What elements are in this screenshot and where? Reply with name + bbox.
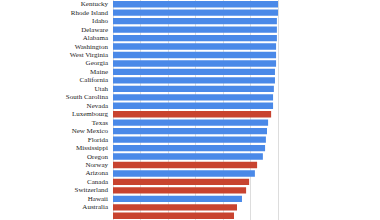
svg-text:Australia: Australia [82,203,109,211]
svg-text:New Mexico: New Mexico [72,127,109,135]
svg-text:Maine: Maine [90,68,108,76]
svg-text:Mississippi: Mississippi [76,144,108,152]
svg-text:Washington: Washington [75,43,109,51]
svg-text:Nevada: Nevada [87,102,109,110]
svg-text:Florida: Florida [88,136,109,144]
svg-text:Switzerland: Switzerland [75,186,109,194]
svg-text:Utah: Utah [94,85,108,93]
svg-text:Norway: Norway [85,161,108,169]
svg-text:Hawaii: Hawaii [88,195,108,203]
svg-text:South Carolina: South Carolina [66,93,109,101]
svg-text:Alabama: Alabama [83,34,109,42]
svg-text:Texas: Texas [92,119,109,127]
svg-text:West Virginia: West Virginia [70,51,109,59]
svg-text:Rhode Island: Rhode Island [71,9,109,17]
svg-text:Georgia: Georgia [86,59,109,67]
svg-text:Idaho: Idaho [92,17,108,25]
svg-text:Oregon: Oregon [87,153,108,161]
svg-text:Delaware: Delaware [81,26,108,34]
svg-text:Kentucky: Kentucky [81,0,109,8]
svg-text:Canada: Canada [87,178,109,186]
svg-text:California: California [80,76,109,84]
svg-text:Arizona: Arizona [85,169,108,177]
svg-text:Luxembourg: Luxembourg [72,110,109,118]
